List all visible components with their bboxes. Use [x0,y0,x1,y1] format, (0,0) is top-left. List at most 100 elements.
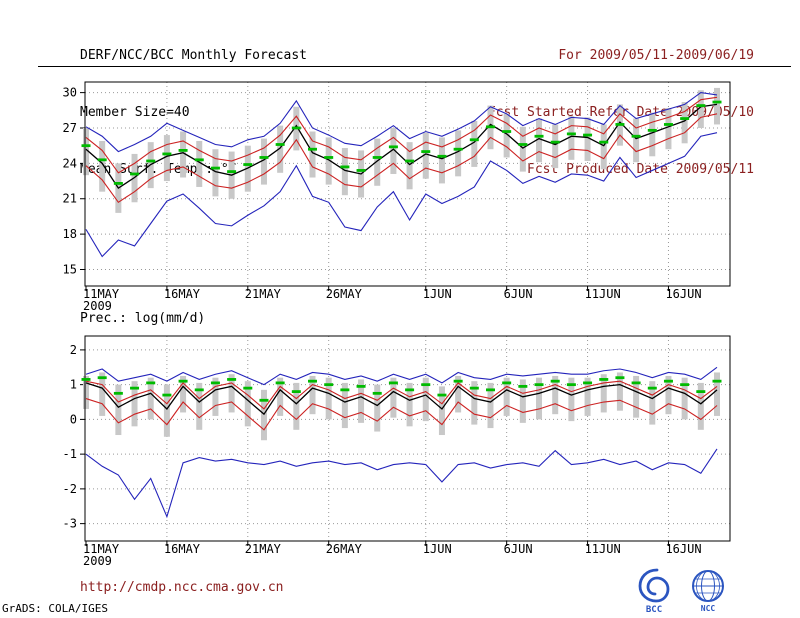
ensemble-spread-bar [196,382,203,430]
ensemble-spread-bar [616,372,623,411]
ensemble-spread-bar [260,389,267,441]
ensemble-spread-bar [325,377,332,420]
y-tick-label: 1 [70,378,77,392]
x-tick-label: 1JUN [423,287,452,301]
ensemble-spread-bar [147,377,154,420]
ensemble-spread-bar [536,377,543,420]
x-tick-label: 11JUN [585,542,621,556]
grads-credit: GrADS: COLA/IGES [2,602,108,615]
y-tick-label: 30 [63,86,77,100]
ensemble-spread-bar [260,138,267,185]
ensemble-spread-bar [131,381,138,427]
y-tick-label: 21 [63,192,77,206]
ensemble-spread-bar [584,117,591,162]
x-tick-label: 26MAY [326,542,363,556]
ensemble-spread-bar [681,102,688,144]
ensemble-spread-bar [228,374,235,413]
page-title: DERF/NCC/BCC Monthly Forecast [80,48,307,63]
ensemble-spread-bar [406,382,413,427]
forecast-range-label: For 2009/05/11-2009/06/19 [558,48,754,63]
ensemble-spread-bar [633,375,640,418]
x-axis-year-label: 2009 [83,554,112,568]
x-tick-label: 26MAY [326,287,363,301]
ensemble-spread-bar [341,148,348,196]
y-tick-label: -2 [63,482,77,496]
x-tick-label: 16JUN [665,542,701,556]
ensemble-spread-bar [633,118,640,163]
ensemble-spread-bar [455,130,462,177]
ensemble-spread-bar [374,138,381,186]
ensemble-spread-bar [568,377,575,422]
ensemble-spread-bar [584,377,591,416]
ensemble-spread-bar [83,375,89,409]
series-upper-quartile [85,380,718,410]
ensemble-spread-bar [212,377,219,416]
ensemble-spread-bar [341,382,348,429]
ensemble-spread-bar [697,90,704,128]
y-tick-label: 2 [70,343,77,357]
ensemble-spread-bar [180,131,187,178]
ensemble-spread-bar [196,140,203,187]
y-tick-label: 0 [70,412,77,426]
series-ensemble-max [85,92,718,153]
ensemble-spread-bar [487,382,494,429]
ensemble-spread-bar [568,116,575,160]
ensemble-spread-bar [600,124,607,170]
ensemble-spread-bar [163,384,170,437]
ensemble-spread-bar [471,120,478,167]
ensemble-spread-bar [471,381,478,425]
ensemble-spread-bar [697,382,704,430]
series-lower-quartile [85,113,718,204]
ensemble-spread-bar [714,372,720,416]
header-divider [38,66,791,67]
bcc-logo: BCC [638,568,670,614]
ncc-logo-label: NCC [701,604,716,613]
ensemble-spread-bar [212,149,219,197]
ensemble-spread-bar [552,375,559,415]
x-tick-label: 16MAY [164,287,201,301]
ensemble-spread-bar [536,118,543,163]
x-tick-label: 1JUN [423,542,452,556]
y-tick-label: 18 [63,227,77,241]
x-tick-label: 11MAY [83,287,120,301]
ensemble-spread-bar [519,126,526,172]
ensemble-spread-bar [714,87,720,125]
bcc-logo-label: BCC [646,605,662,614]
ensemble-spread-bar [325,137,332,185]
ensemble-spread-bar [374,384,381,432]
ensemble-spread-bar [390,127,397,174]
y-tick-label: -1 [63,447,77,461]
x-tick-label: 6JUN [504,542,533,556]
y-tick-label: 24 [63,156,77,170]
ensemble-spread-bar [99,140,106,192]
series-upper-quartile [85,96,718,174]
y-tick-label: 15 [63,262,77,276]
series-median [85,382,718,416]
series-lower-quartile [85,398,718,431]
series-ensemble-min [85,132,718,258]
x-tick-label: 11MAY [83,542,120,556]
ensemble-spread-bar [665,375,672,415]
ensemble-spread-bar [309,131,316,178]
ensemble-spread-bar [293,382,300,430]
series-ensemble-min [85,448,718,519]
ensemble-spread-bar [390,377,397,418]
ensemble-spread-bar [277,377,284,416]
ensemble-spread-bar [406,142,413,190]
ensemble-spread-bar [519,379,526,423]
ensemble-spread-bar [309,375,316,415]
ensemble-spread-bar [649,381,656,425]
y-tick-label: -3 [63,517,77,531]
ensemble-spread-bar [503,377,510,416]
ensemble-spread-bar [83,127,89,176]
website-url: http://cmdp.ncc.cma.gov.cn [80,580,284,595]
plot-border [84,81,731,287]
x-axis-year-label: 2009 [83,299,112,312]
ensemble-spread-bar [600,374,607,413]
ensemble-spread-bar [244,381,251,427]
ensemble-spread-bar [438,386,445,436]
ensemble-spread-bar [115,384,122,436]
ensemble-spread-bar [422,132,429,179]
produced-date-label: Fcst Produced Date 2009/05/11 [527,162,754,177]
